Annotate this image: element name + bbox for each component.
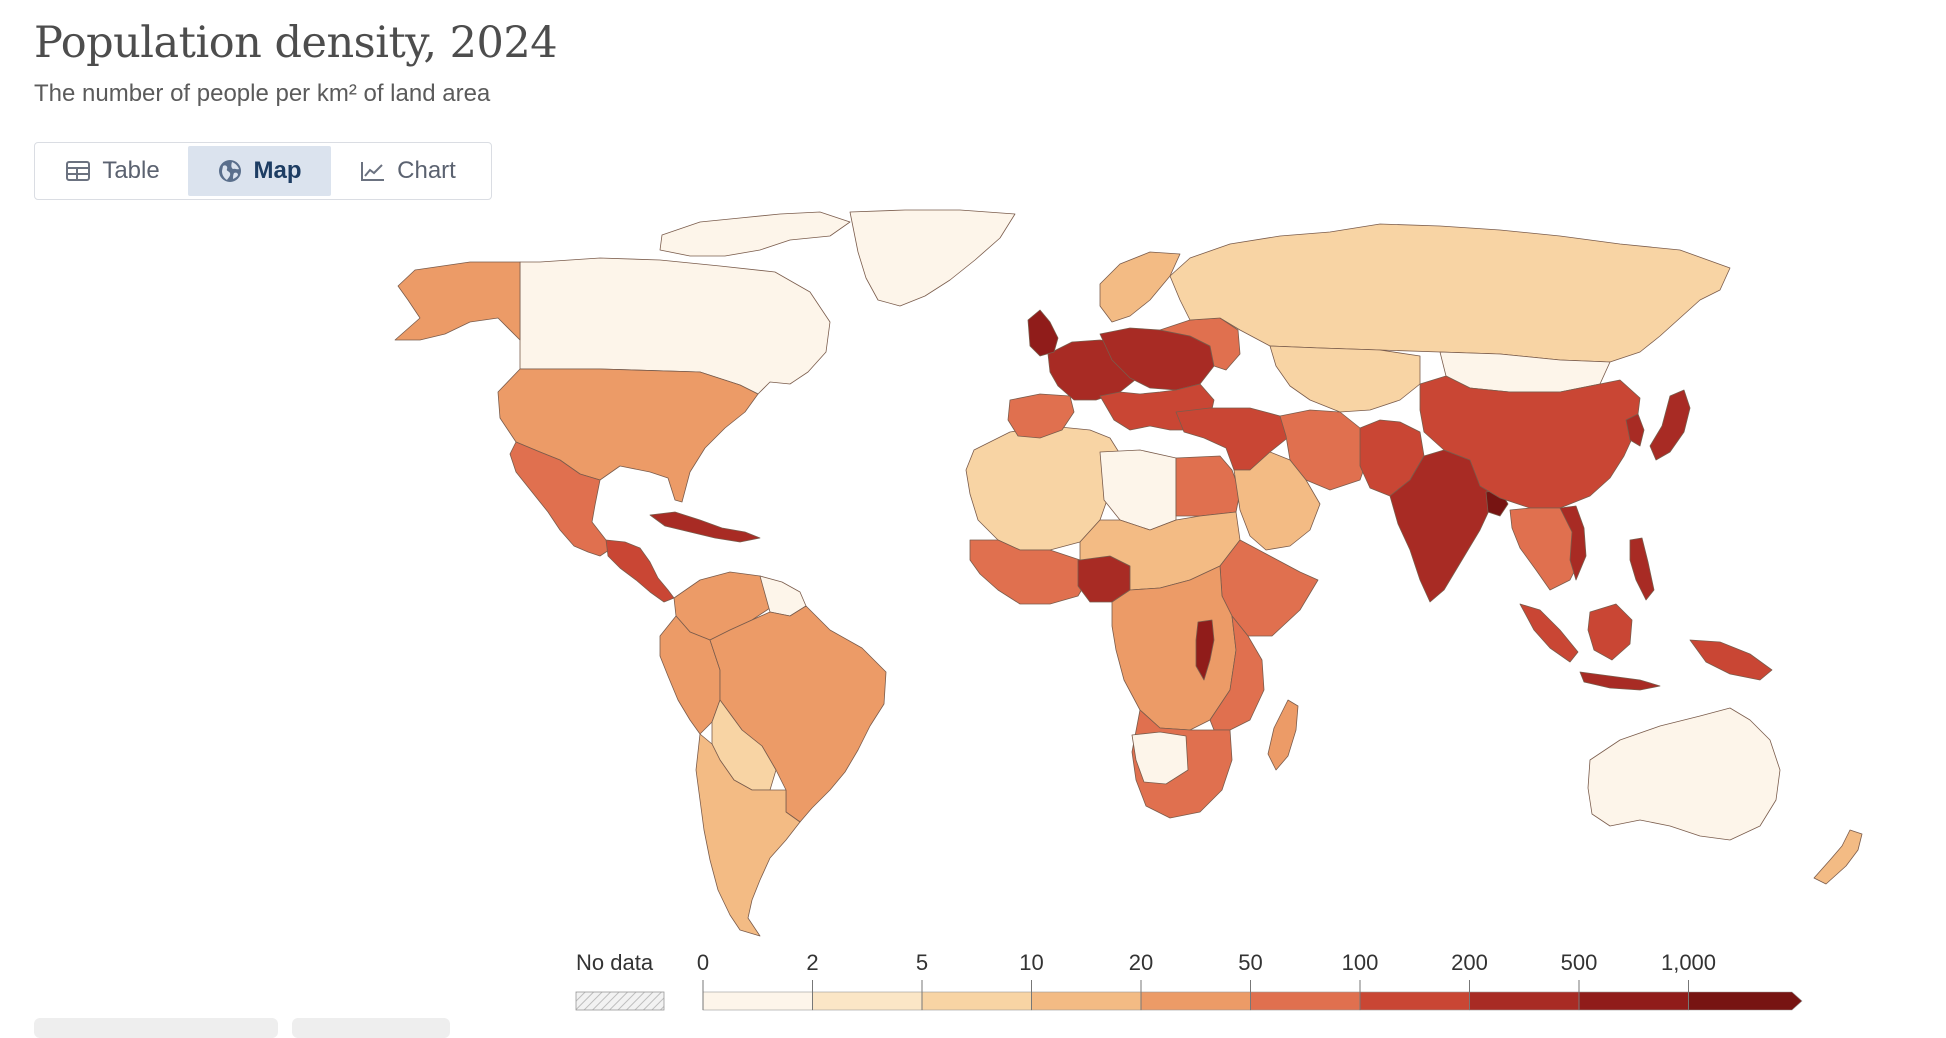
legend-bin[interactable] — [812, 991, 923, 1011]
region-great-lakes[interactable] — [1195, 619, 1215, 681]
legend-tick-label: 10 — [1019, 950, 1043, 975]
region-central-europe[interactable] — [1099, 327, 1215, 391]
region-philippines[interactable] — [1629, 537, 1655, 601]
region-greenland[interactable] — [849, 209, 1016, 307]
region-china[interactable] — [1419, 375, 1641, 509]
region-new-zealand[interactable] — [1813, 829, 1863, 885]
globe-icon — [218, 160, 241, 182]
chart-title: Population density, 2024 — [34, 18, 558, 68]
legend-tick-label: 100 — [1342, 950, 1379, 975]
region-alaska[interactable] — [394, 261, 521, 341]
legend-bin[interactable] — [921, 991, 1032, 1011]
table-icon — [66, 161, 91, 181]
region-indonesia-java[interactable] — [1579, 671, 1661, 691]
footer-control-right[interactable] — [292, 1018, 450, 1038]
tab-map-label: Map — [253, 157, 302, 184]
region-egypt[interactable] — [1175, 455, 1241, 517]
view-tabs: Table Map Chart — [34, 142, 492, 200]
region-mexico[interactable] — [509, 441, 613, 557]
region-india[interactable] — [1389, 449, 1495, 603]
region-caribbean[interactable] — [649, 511, 761, 543]
region-korea[interactable] — [1625, 413, 1645, 447]
footer-control-left[interactable] — [34, 1018, 278, 1038]
legend-tick-label: 500 — [1561, 950, 1598, 975]
chart-subtitle: The number of people per km² of land are… — [34, 80, 491, 107]
region-iran[interactable] — [1279, 409, 1371, 491]
region-scandinavia[interactable] — [1099, 251, 1181, 323]
region-arctic-islands[interactable] — [659, 211, 851, 257]
legend-tick-label: 5 — [916, 950, 928, 975]
legend-bin[interactable] — [1578, 991, 1689, 1011]
tab-chart[interactable]: Chart — [331, 146, 486, 196]
tab-table[interactable]: Table — [38, 146, 188, 196]
region-west-africa[interactable] — [969, 539, 1091, 605]
legend-bin[interactable] — [702, 991, 813, 1011]
region-vietnam[interactable] — [1559, 505, 1587, 581]
region-japan[interactable] — [1649, 389, 1691, 461]
region-argentina-chile[interactable] — [695, 733, 801, 937]
legend-bin[interactable] — [1250, 991, 1361, 1011]
region-libya[interactable] — [1099, 449, 1177, 531]
legend-no-data-swatch — [575, 991, 665, 1011]
legend-bin[interactable] — [1140, 991, 1251, 1011]
legend-tick-label: 2 — [806, 950, 818, 975]
tab-table-label: Table — [102, 157, 160, 184]
region-madagascar[interactable] — [1267, 699, 1299, 771]
region-central-america[interactable] — [605, 539, 675, 603]
region-malaysia-sumatra[interactable] — [1519, 603, 1579, 663]
region-russia[interactable] — [1169, 223, 1731, 363]
legend-tick-label: 1,000 — [1661, 950, 1716, 975]
tab-chart-label: Chart — [397, 157, 456, 184]
region-british-isles[interactable] — [1027, 309, 1059, 357]
legend-tick-label: 50 — [1238, 950, 1262, 975]
line-chart-icon — [361, 162, 385, 181]
region-australia[interactable] — [1587, 707, 1781, 841]
legend-no-data-label: No data — [576, 950, 654, 975]
legend-tick-label: 200 — [1451, 950, 1488, 975]
legend-bin[interactable] — [1469, 991, 1580, 1011]
tab-map[interactable]: Map — [188, 146, 331, 196]
legend-tick-label: 20 — [1129, 950, 1153, 975]
legend: No data 0 2 5 10 20 50 100 200 500 1,000 — [575, 950, 1803, 1011]
region-arabia[interactable] — [1233, 451, 1321, 551]
region-iberia[interactable] — [1007, 393, 1075, 439]
legend-bin[interactable] — [1359, 991, 1470, 1011]
region-central-asia[interactable] — [1269, 345, 1421, 413]
region-central-africa[interactable] — [1111, 565, 1237, 731]
region-borneo[interactable] — [1587, 603, 1633, 661]
region-indochina[interactable] — [1509, 507, 1581, 591]
region-new-guinea[interactable] — [1689, 639, 1773, 681]
legend-bin-open-ended[interactable] — [1688, 991, 1803, 1011]
legend-tick-label: 0 — [697, 950, 709, 975]
world-map — [394, 209, 1863, 937]
region-namibia-botswana[interactable] — [1131, 731, 1189, 785]
legend-bin[interactable] — [1031, 991, 1142, 1011]
